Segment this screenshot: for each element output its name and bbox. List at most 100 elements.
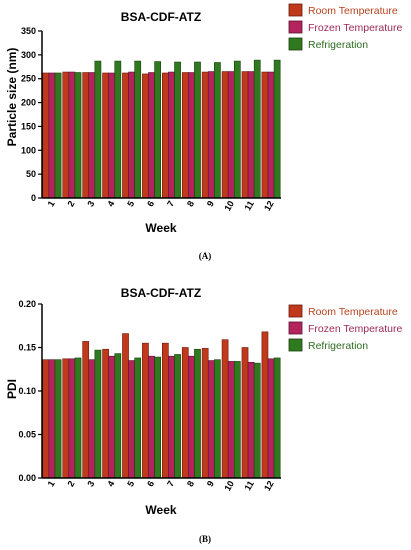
bar-room-temperature (221, 339, 229, 479)
x-tick-label: 1 (46, 479, 57, 488)
y-tick-label: 350 (21, 26, 36, 36)
y-tick-label: 50 (26, 169, 36, 179)
bar-room-temperature (201, 348, 209, 479)
bar-refrigeration (134, 60, 142, 199)
bar-frozen-temperature (88, 72, 96, 199)
bar-room-temperature (62, 358, 70, 479)
y-tick-label: 0.00 (18, 473, 36, 483)
bar-refrigeration (154, 356, 162, 479)
legend-swatch (288, 338, 303, 352)
legend-entry: Refrigeration (308, 39, 368, 51)
chart-b-xlabel: Week (145, 503, 176, 517)
x-tick-label: 12 (262, 199, 276, 213)
x-tick-label: 9 (205, 199, 216, 208)
x-tick-label: 8 (185, 479, 196, 488)
bar-room-temperature (261, 331, 269, 479)
bar-refrigeration (273, 357, 281, 479)
bar-frozen-temperature (207, 71, 215, 199)
bar-frozen-temperature (227, 71, 235, 199)
bar-frozen-temperature (68, 358, 76, 479)
bar-room-temperature (142, 342, 149, 479)
bar-frozen-temperature (227, 361, 235, 479)
bar-refrigeration (214, 62, 221, 199)
bar-room-temperature (62, 71, 70, 199)
bar-frozen-temperature (148, 72, 155, 199)
y-tick-label: 300 (21, 50, 36, 60)
bar-refrigeration (194, 348, 201, 479)
bar-room-temperature (102, 72, 109, 199)
bar-refrigeration (74, 357, 82, 479)
bar-room-temperature (221, 71, 229, 199)
bar-room-temperature (142, 73, 149, 199)
x-tick-label: 8 (185, 199, 196, 208)
y-tick-label: 0.10 (18, 386, 36, 396)
chart-b-ylabel: PDI (5, 379, 19, 399)
chart-a-ylabel: Particle size (nm) (5, 48, 19, 147)
bar-frozen-temperature (148, 355, 155, 479)
x-tick-label: 11 (242, 479, 255, 492)
x-tick-label: 12 (262, 479, 276, 493)
x-tick-label: 1 (46, 199, 57, 208)
bar-frozen-temperature (108, 72, 116, 199)
x-tick-label: 6 (145, 479, 156, 488)
bar-refrigeration (214, 359, 221, 479)
chart-a-panel-label: (A) (199, 251, 212, 261)
bar-frozen-temperature (188, 72, 195, 199)
bar-room-temperature (161, 72, 169, 199)
bar-refrigeration (194, 61, 201, 199)
bar-refrigeration (74, 72, 82, 199)
y-tick-label: 100 (21, 145, 36, 155)
bar-refrigeration (233, 361, 241, 479)
x-tick-label: 3 (85, 479, 96, 488)
bar-room-temperature (102, 348, 109, 479)
bar-room-temperature (181, 347, 189, 479)
x-tick-label: 7 (165, 479, 176, 488)
x-tick-label: 3 (85, 199, 96, 208)
y-tick-label: 0.20 (18, 299, 36, 309)
x-tick-label: 2 (65, 479, 76, 488)
x-tick-label: 9 (205, 479, 216, 488)
bar-room-temperature (261, 71, 269, 199)
bar-refrigeration (273, 59, 281, 199)
bar-frozen-temperature (247, 361, 255, 479)
x-tick-label: 7 (165, 199, 176, 208)
bar-refrigeration (233, 60, 241, 199)
bar-frozen-temperature (128, 71, 135, 199)
bar-frozen-temperature (267, 358, 275, 479)
bar-frozen-temperature (88, 359, 96, 479)
bar-room-temperature (42, 359, 50, 479)
bar-frozen-temperature (68, 71, 76, 199)
chart-b-panel-label: (B) (199, 534, 211, 544)
bar-room-temperature (241, 347, 249, 479)
x-tick-label: 10 (222, 479, 236, 493)
bar-refrigeration (114, 353, 122, 479)
bar-refrigeration (54, 72, 62, 199)
bar-room-temperature (201, 71, 209, 199)
bar-refrigeration (54, 359, 62, 479)
x-tick-label: 10 (222, 199, 236, 213)
legend-entry: Room Temperature (308, 306, 398, 318)
bar-refrigeration (94, 349, 102, 479)
bar-frozen-temperature (207, 360, 215, 479)
chart-a-title: BSA-CDF-ATZ (121, 10, 201, 24)
y-tick-label: 0.15 (18, 343, 36, 353)
x-tick-label: 4 (105, 199, 116, 208)
bar-room-temperature (42, 72, 50, 199)
bar-refrigeration (114, 60, 122, 199)
legend-entry: Room Temperature (308, 5, 398, 17)
chart-b-title: BSA-CDF-ATZ (121, 286, 201, 300)
bar-refrigeration (174, 61, 181, 199)
legend-entry: Frozen Temperature (308, 323, 403, 335)
y-tick-label: 150 (21, 121, 36, 131)
bar-room-temperature (122, 72, 129, 199)
y-tick-label: 250 (21, 74, 36, 84)
bar-frozen-temperature (108, 355, 116, 479)
bar-refrigeration (253, 59, 261, 199)
bar-room-temperature (241, 71, 249, 199)
x-tick-label: 4 (105, 479, 116, 488)
x-tick-label: 11 (242, 199, 255, 212)
y-tick-label: 200 (21, 98, 36, 108)
